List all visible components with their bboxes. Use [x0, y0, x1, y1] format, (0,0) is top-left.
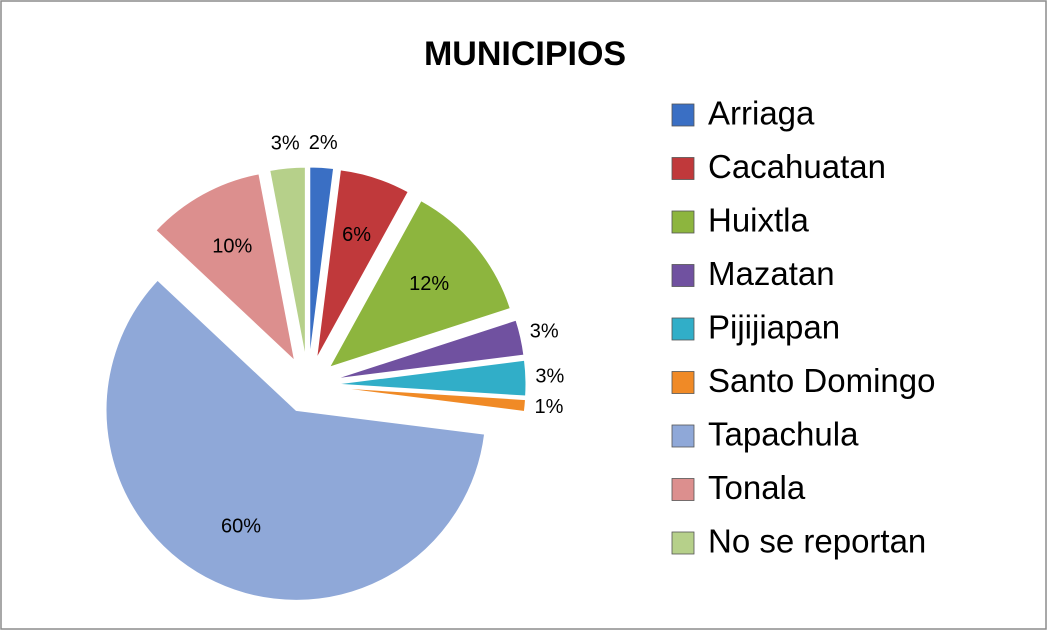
data-label: 60%	[221, 516, 261, 538]
legend-label: Santo Domingo	[708, 362, 935, 399]
data-label: 1%	[534, 396, 563, 418]
data-label: 2%	[309, 132, 338, 154]
legend-label: Pijijiapan	[708, 309, 840, 346]
data-label: 3%	[535, 366, 564, 388]
legend-label: Huixtla	[708, 202, 810, 239]
pie-slice	[335, 387, 527, 413]
pie-slice	[269, 166, 306, 358]
legend-swatch	[671, 317, 695, 341]
legend-label: Cacahuatan	[708, 148, 886, 185]
legend-swatch	[671, 478, 695, 501]
pie-slice	[309, 166, 335, 358]
data-label: 3%	[271, 132, 300, 154]
legend-label: Tonala	[708, 469, 806, 506]
legend-swatch	[671, 531, 695, 555]
legend-swatch	[671, 210, 695, 234]
data-label: 6%	[342, 224, 371, 246]
pie-slice	[316, 169, 409, 359]
legend-label: No se reportan	[708, 523, 926, 560]
legend-swatch	[671, 264, 695, 287]
legend-swatch	[671, 371, 695, 394]
legend-swatch	[671, 157, 695, 180]
pie-slice	[105, 279, 486, 601]
pie-slice	[328, 199, 511, 369]
legend-label: Mazatan	[708, 255, 835, 292]
legend-swatch	[671, 424, 695, 448]
chart-title: MUNICIPIOS	[424, 35, 626, 73]
pie-slice	[335, 319, 525, 380]
legend-swatch	[671, 103, 695, 127]
data-label: 12%	[409, 273, 449, 295]
legend-label: Tapachula	[708, 416, 859, 453]
legend-label: Arriaga	[708, 95, 815, 132]
pie-slice	[155, 173, 296, 362]
data-label: 3%	[530, 320, 559, 342]
pie-slice	[335, 359, 527, 397]
data-label: 10%	[212, 236, 252, 258]
